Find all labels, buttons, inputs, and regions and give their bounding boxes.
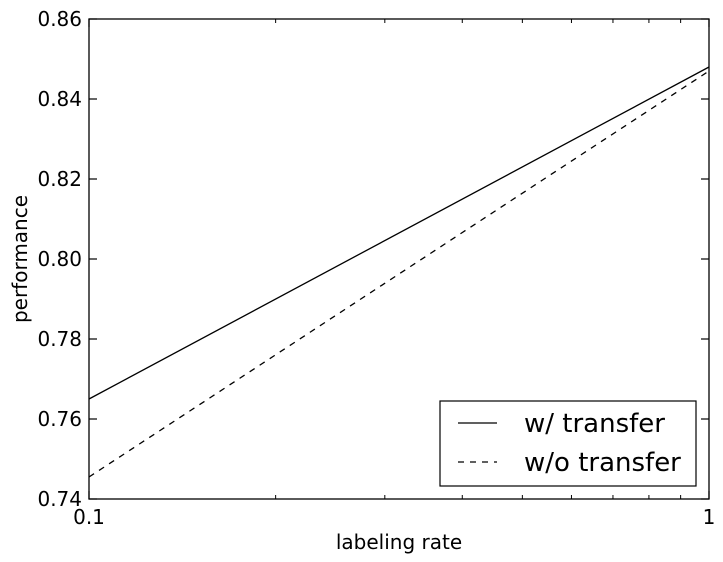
legend-label-1: w/ transfer: [524, 409, 665, 439]
y-tick-label: 0.74: [37, 487, 82, 511]
series-line-1: [88, 66, 710, 400]
y-tick-label: 0.76: [37, 407, 82, 431]
x-axis-title: labeling rate: [336, 530, 462, 554]
axes: 0.74 0.76 0.78 0.80 0.82 0.84 0.86 0.1 1: [37, 7, 715, 529]
plot-area: [88, 66, 710, 478]
series-line-2: [88, 70, 710, 478]
y-tick-label: 0.82: [37, 167, 82, 191]
legend: w/ transfer w/o transfer: [439, 400, 697, 487]
legend-label-2: w/o transfer: [524, 448, 681, 478]
y-tick-label: 0.84: [37, 87, 82, 111]
x-tick-label: 0.1: [73, 505, 105, 529]
y-tick-label: 0.86: [37, 7, 82, 31]
y-tick-label: 0.80: [37, 247, 82, 271]
x-tick-label: 1: [703, 505, 716, 529]
y-axis-title: performance: [8, 195, 32, 323]
legend-box: [439, 400, 697, 487]
y-tick-label: 0.78: [37, 327, 82, 351]
